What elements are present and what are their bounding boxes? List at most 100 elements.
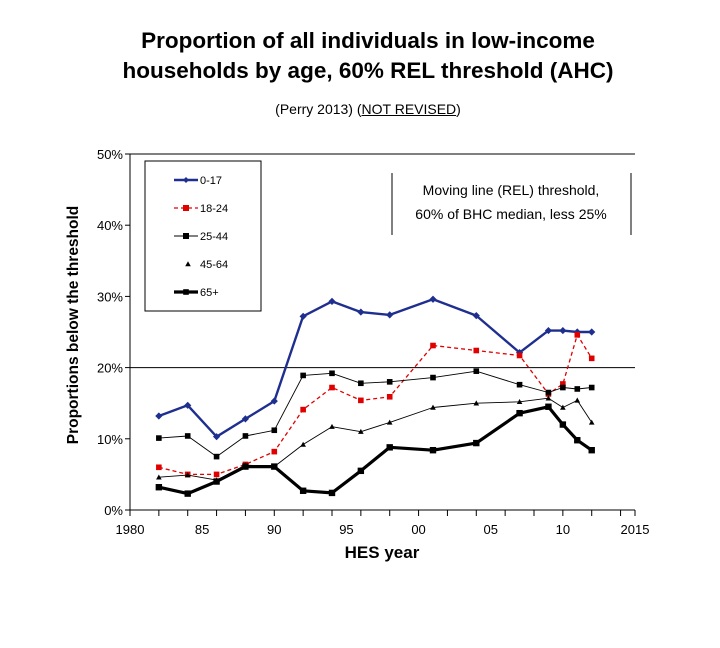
data-point-25-44: [300, 372, 306, 379]
data-point-18-24: [588, 355, 595, 362]
data-point-65: [299, 487, 307, 494]
data-point-0-17: [386, 311, 394, 319]
series-layer: [155, 295, 596, 497]
data-point-18-24: [271, 448, 278, 455]
data-point-25-44: [156, 435, 162, 441]
data-point-45-64: [156, 474, 162, 480]
data-point-45-64: [516, 398, 523, 405]
series-line-0-17: [158, 298, 592, 438]
legend-marker-25-44: [183, 233, 189, 239]
series-line-18-24: [158, 334, 593, 476]
data-point-65: [357, 467, 365, 475]
chart-title: Proportion of all individuals in low-inc…: [0, 26, 720, 86]
series-45-64: [156, 395, 595, 483]
legend-marker-18-24: [183, 205, 189, 211]
data-point-18-24: [473, 347, 480, 354]
x-tick-label: 10: [556, 522, 570, 537]
data-point-65: [328, 489, 336, 497]
series-18-24: [156, 332, 595, 478]
data-point-25-44: [184, 433, 191, 439]
legend-marker-45-64: [185, 261, 191, 267]
y-tick-label: 40%: [97, 218, 123, 233]
legend-marker-0-17: [183, 177, 189, 183]
data-point-18-24: [329, 384, 335, 391]
data-point-65: [271, 463, 278, 470]
data-point-18-24: [574, 332, 581, 338]
data-point-65: [429, 446, 437, 454]
data-point-45-64: [560, 404, 566, 410]
data-point-18-24: [516, 352, 523, 359]
x-tick-label: 00: [411, 522, 425, 537]
legend-label-45-64: 45-64: [200, 259, 228, 271]
series-25-44: [156, 368, 595, 460]
data-point-65: [386, 444, 393, 451]
data-point-0-17: [544, 326, 553, 335]
data-point-18-24: [560, 381, 566, 387]
data-point-25-44: [329, 370, 335, 377]
data-point-65: [574, 437, 581, 444]
y-tick-label: 50%: [97, 147, 123, 162]
series-0-17: [155, 295, 596, 441]
data-point-65: [473, 439, 480, 447]
chart-title-line2: households by age, 60% REL threshold (AH…: [122, 58, 614, 83]
y-tick-label: 20%: [97, 361, 123, 376]
data-point-18-24: [430, 342, 436, 349]
data-point-65: [559, 421, 567, 428]
x-tick-label: 05: [483, 522, 497, 537]
data-point-0-17: [429, 295, 437, 303]
y-tick-label: 10%: [97, 432, 123, 447]
data-point-18-24: [213, 471, 220, 478]
chart-subtitle: (Perry 2013) (NOT REVISED): [0, 101, 720, 117]
x-tick-label: 85: [195, 522, 209, 537]
subtitle-close: ): [456, 101, 461, 117]
grid-lines: [130, 153, 635, 369]
axes: 0% 10% 20% 30% 40% 50% 1980 85 90 95 00 05 10 2015: [97, 147, 649, 537]
series-line-25-44: [158, 370, 592, 458]
data-point-25-44: [430, 374, 436, 381]
chart-title-line1: Proportion of all individuals in low-inc…: [141, 28, 595, 53]
data-point-18-24: [156, 464, 162, 471]
x-tick-label: 95: [339, 522, 353, 537]
threshold-note: Moving line (REL) threshold, 60% of BHC …: [391, 173, 632, 235]
data-point-25-44: [545, 389, 552, 396]
subtitle-source: (Perry 2013) (: [275, 101, 362, 117]
data-point-0-17: [328, 297, 336, 305]
data-point-65: [545, 403, 552, 410]
data-point-45-64: [574, 397, 581, 403]
x-tick-label: 2015: [621, 522, 650, 537]
data-point-65: [588, 446, 595, 454]
data-point-0-17: [559, 326, 567, 335]
data-point-18-24: [300, 406, 306, 413]
legend-marker-65: [183, 289, 189, 295]
data-point-45-64: [300, 441, 306, 447]
data-point-0-17: [212, 433, 221, 441]
data-point-0-17: [357, 308, 365, 316]
x-tick-label: 1980: [116, 522, 145, 537]
x-axis-title: HES year: [345, 543, 420, 562]
data-point-45-64: [184, 472, 191, 478]
data-point-0-17: [270, 397, 278, 405]
data-point-25-44: [213, 453, 220, 460]
data-point-45-64: [386, 419, 393, 425]
data-point-25-44: [271, 427, 278, 434]
data-point-0-17: [299, 312, 307, 320]
x-tick-label: 90: [267, 522, 281, 537]
data-point-45-64: [430, 404, 436, 410]
legend: 0-17 18-24 25-44 45-64 65+: [144, 160, 262, 312]
data-point-0-17: [155, 412, 163, 420]
legend-label-65: 65+: [200, 287, 219, 299]
data-point-0-17: [241, 415, 250, 423]
data-point-45-64: [329, 423, 335, 429]
data-point-25-44: [386, 379, 393, 385]
threshold-note-box: [392, 173, 631, 235]
subtitle-revision-note: NOT REVISED: [361, 101, 457, 117]
legend-label-25-44: 25-44: [200, 231, 228, 243]
data-point-65: [184, 490, 191, 497]
data-point-45-64: [545, 395, 552, 401]
data-point-45-64: [358, 428, 364, 434]
data-point-25-44: [358, 380, 364, 387]
data-point-25-44: [588, 384, 595, 391]
data-point-45-64: [473, 400, 480, 406]
data-point-25-44: [473, 368, 480, 374]
data-point-18-24: [358, 397, 364, 404]
